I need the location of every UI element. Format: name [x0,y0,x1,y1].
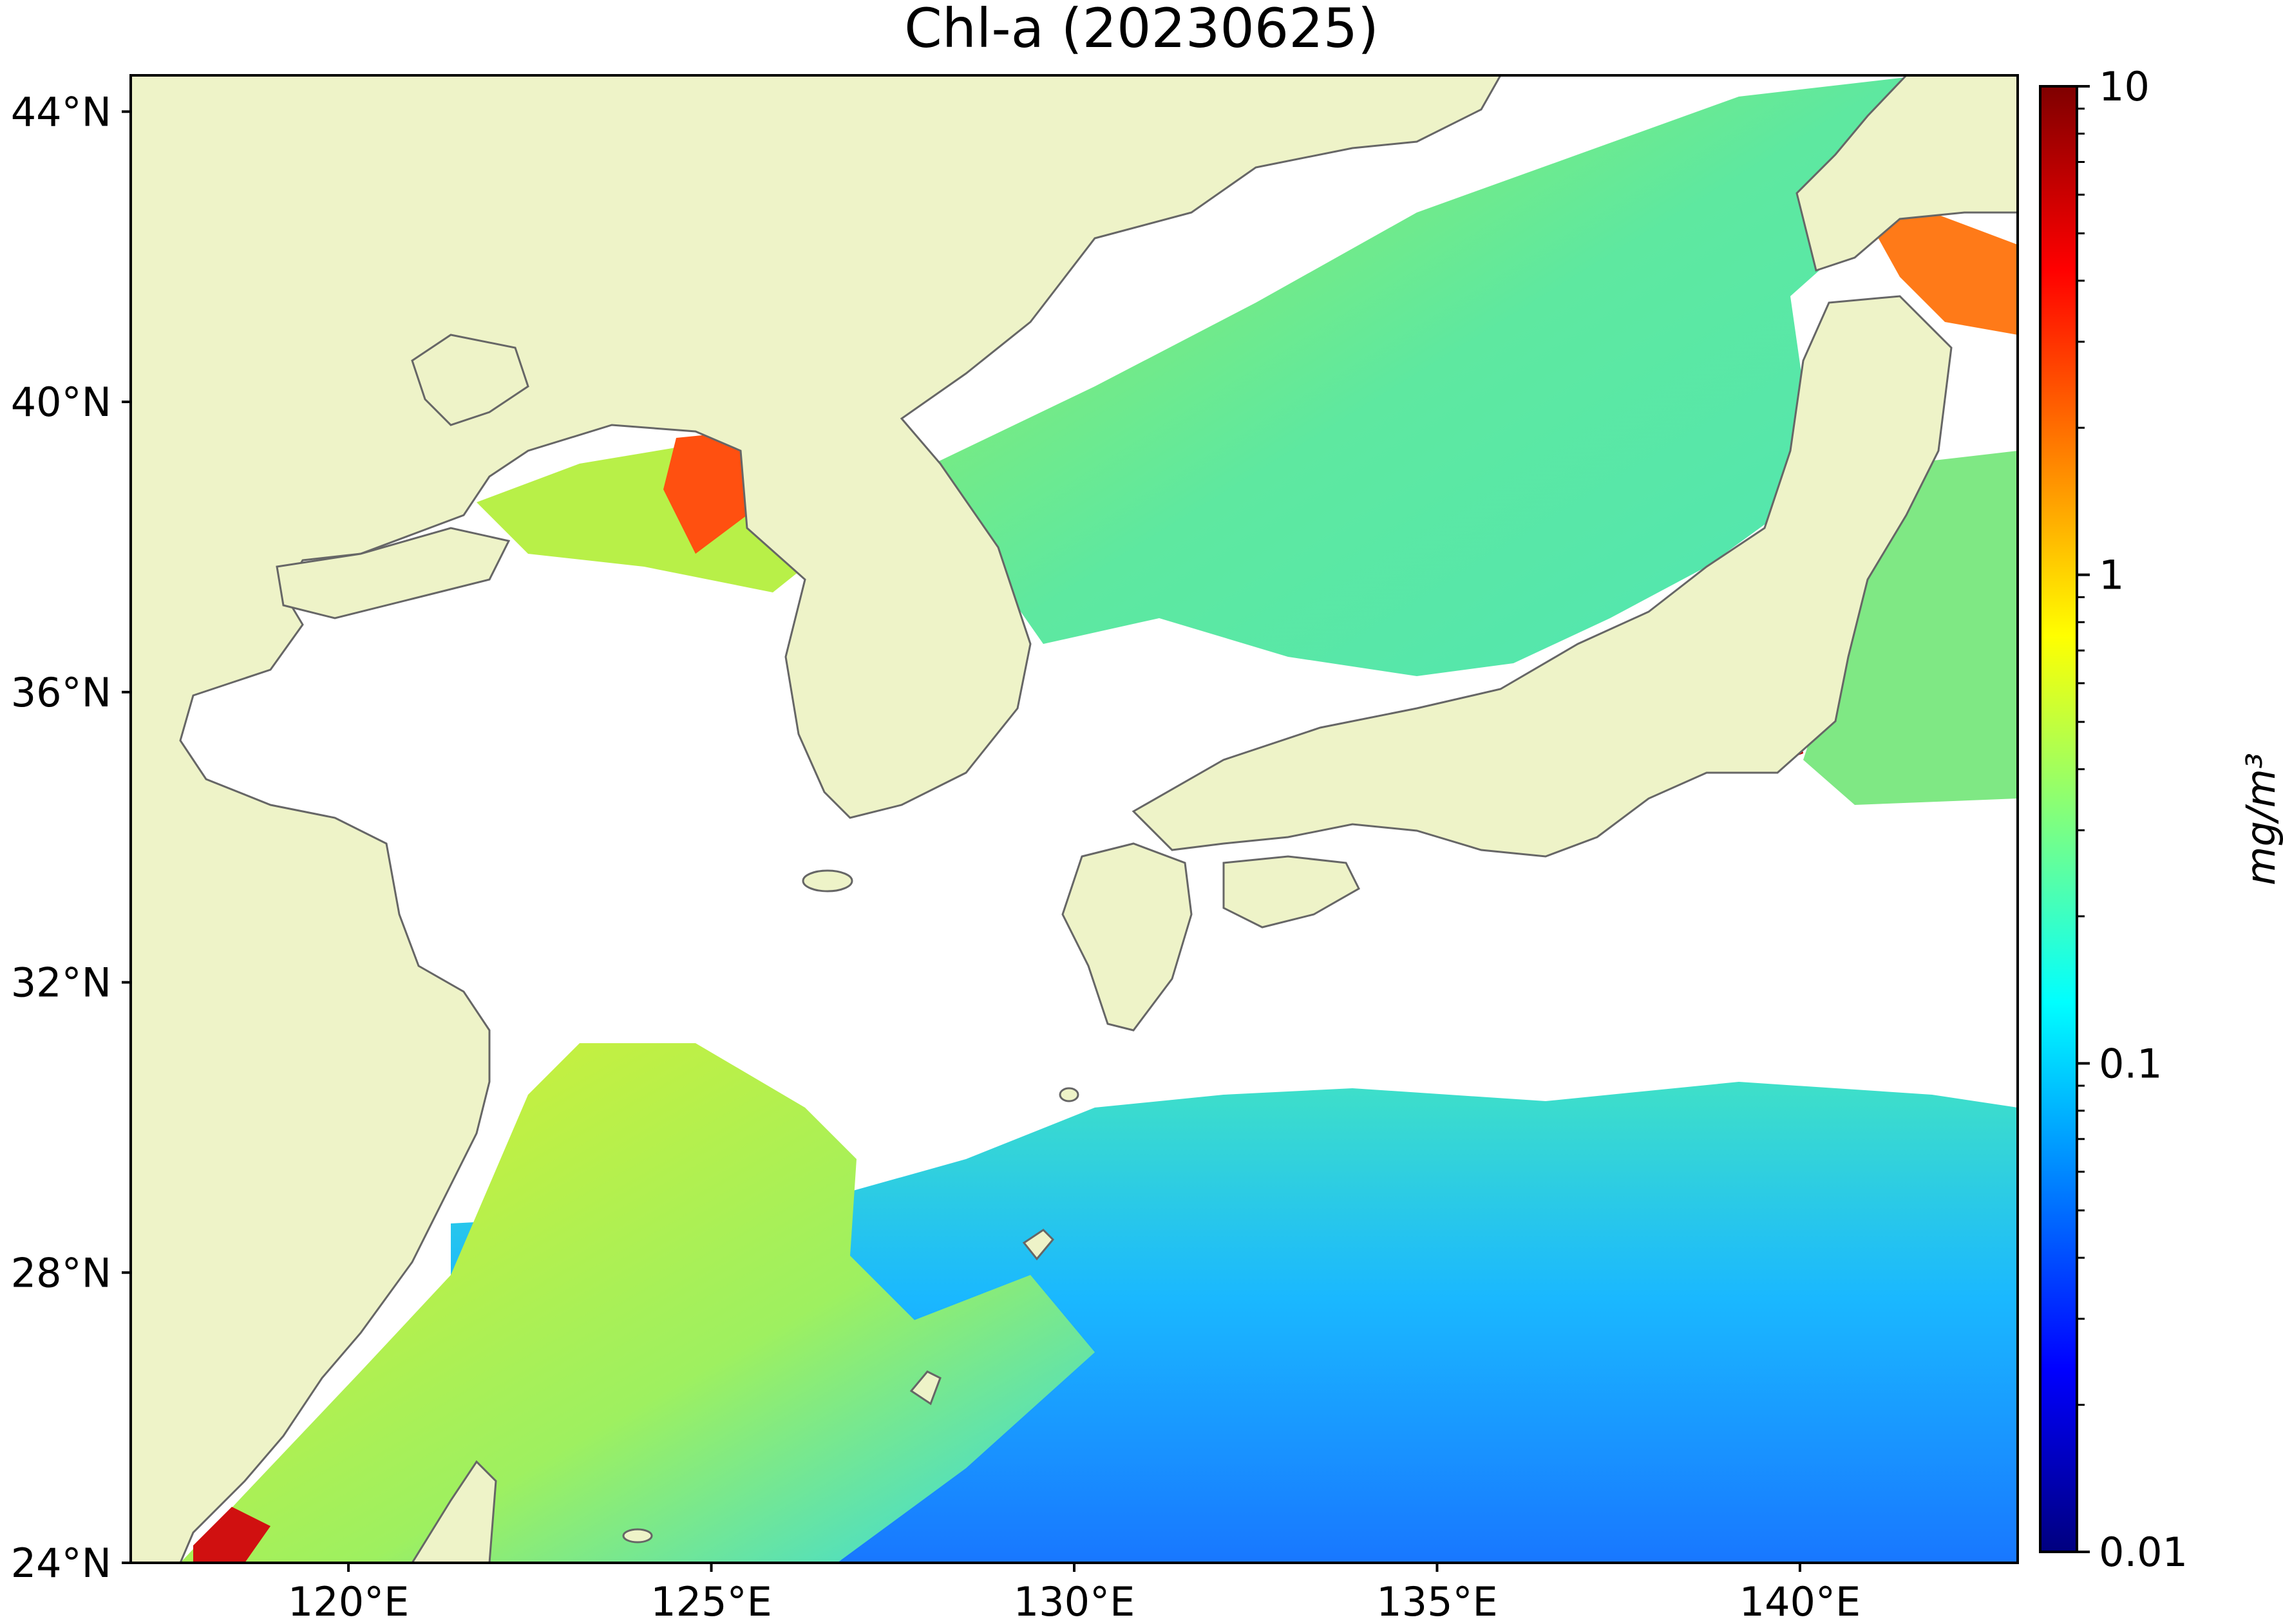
land-honshu [1132,295,1953,858]
land-ishigaki [622,1528,653,1544]
land-jeju [802,869,853,892]
lon-tick-label: 120°E [288,1578,410,1624]
lat-tick-label: 36°N [11,669,111,716]
lat-tick-label: 32°N [11,959,111,1006]
land-hokkaido [1795,75,2018,272]
longitude-axis: 120°E 125°E 130°E 135°E 140°E [288,1563,1861,1624]
land-taiwan [411,1460,497,1563]
colorbar-ticks: 10 1 0.1 0.01 [2077,63,2188,1576]
latitude-axis: 44°N 40°N 36°N 32°N 28°N 24°N [11,88,131,1587]
lat-tick-label: 24°N [11,1540,111,1587]
lon-tick-label: 140°E [1739,1578,1861,1624]
land-kyushu [1061,842,1193,1032]
colorbar-tick-label: 10 [2099,63,2150,110]
lat-tick-label: 44°N [11,88,111,135]
land-liaodong [411,334,529,426]
lat-tick-label: 40°N [11,379,111,426]
colorbar: 10 1 0.1 0.01 mg/m³ [2039,63,2283,1576]
land-yakushima [1059,1087,1079,1102]
chl-high-korea-bay [663,431,747,554]
land-shikoku [1222,855,1360,929]
chl-field-pacific-east-honshu [1803,451,2018,805]
lon-tick-label: 130°E [1014,1578,1135,1624]
chart-title: Chl-a (20230625) [904,0,1379,60]
land-mainland-asia [131,75,1502,1563]
land-shandong [276,527,511,619]
chl-high-hokkaido-bay [1868,212,2018,335]
chl-field-sea-of-japan [934,77,1906,676]
colorbar-label: mg/m³ [2237,753,2283,885]
lat-tick-label: 28°N [11,1249,111,1296]
lon-tick-label: 135°E [1376,1578,1498,1624]
land-okinawa [909,1370,942,1406]
map-area [131,75,2018,1563]
colorbar-tick-label: 1 [2099,552,2124,599]
colorbar-tick-label: 0.01 [2099,1529,2188,1576]
chl-high-taiwan-coast [193,1507,270,1563]
colorbar-tick-label: 0.1 [2099,1040,2163,1087]
land-amami [1022,1229,1055,1261]
colorbar-gradient [2039,85,2078,1553]
chl-field-east-china-sea [180,1043,1095,1563]
lon-tick-label: 125°E [650,1578,772,1624]
